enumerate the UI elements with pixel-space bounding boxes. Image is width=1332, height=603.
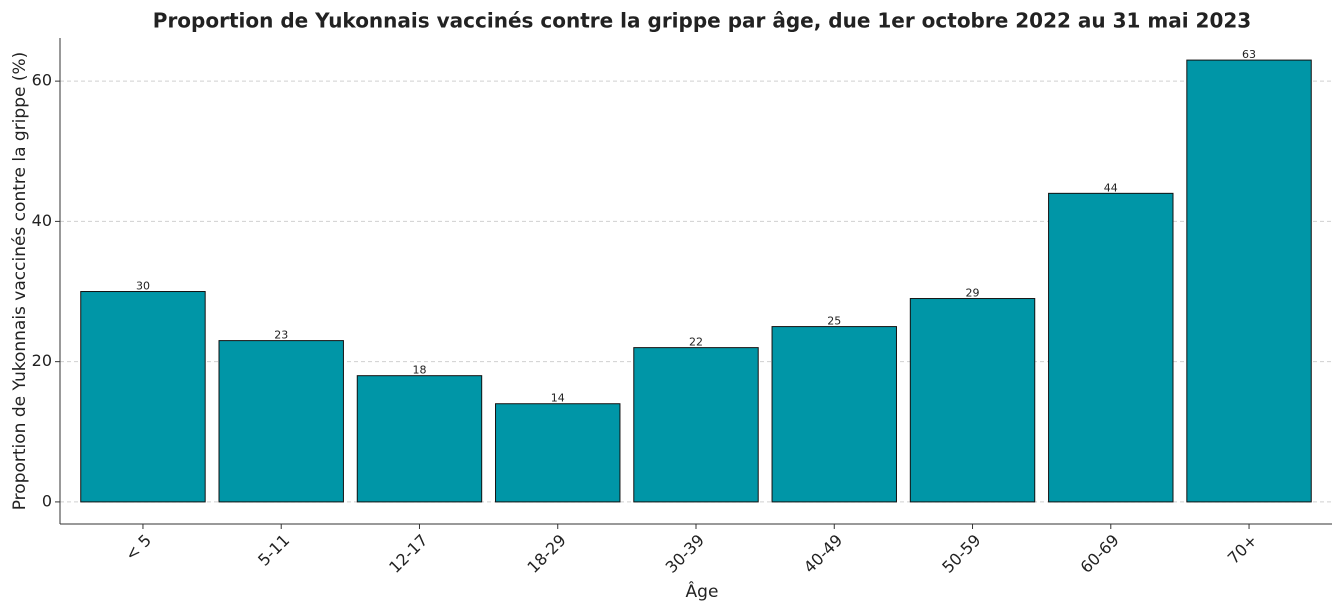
bar [1186,59,1312,503]
bar [80,291,206,503]
bar [909,298,1036,503]
y-axis-label: Proportion de Yukonnais vaccinés contre … [10,52,30,511]
value-label: 22 [689,336,703,349]
value-label: 25 [827,315,841,328]
x-tick-label: 18-29 [523,531,569,577]
x-tick-label: 12-17 [385,531,431,577]
y-tick-label: 60 [32,71,52,90]
y-tick-label: 40 [32,211,52,230]
value-label: 14 [551,392,565,405]
value-label: 29 [966,287,980,300]
y-tick-label: 20 [32,351,52,370]
value-label: 30 [136,280,150,293]
bar [495,403,621,503]
x-tick-label: 50-59 [938,531,984,577]
x-tick-label: 40-49 [800,531,846,577]
bar [771,326,897,503]
x-tick-label: 70+ [1224,531,1261,568]
x-tick-label: 5-11 [254,531,293,570]
x-tick-label: 30-39 [662,531,708,577]
chart-title: Proportion de Yukonnais vaccinés contre … [153,9,1251,33]
x-axis-label: Âge [686,580,719,602]
value-label: 23 [274,329,288,342]
bar [218,340,344,503]
value-label: 18 [412,364,426,377]
bar [356,375,483,503]
y-tick-label: 0 [42,491,52,510]
bar [633,347,759,503]
x-tick-label: < 5 [121,531,155,565]
x-tick-label: 60-69 [1076,531,1122,577]
value-label: 63 [1242,48,1256,61]
value-label: 44 [1104,181,1118,194]
bar [1048,192,1174,503]
